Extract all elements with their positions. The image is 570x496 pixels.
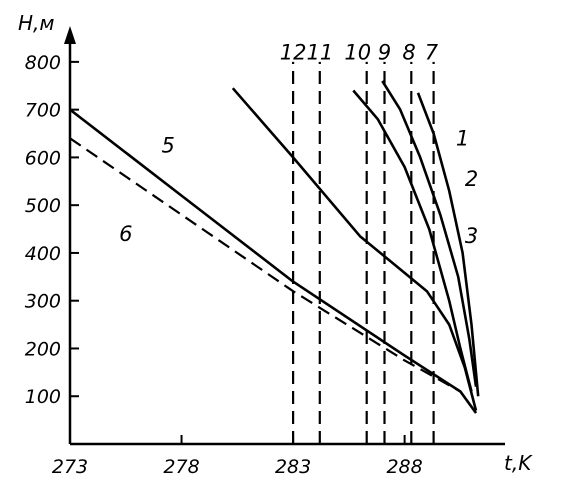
- curve-label: 1: [456, 126, 469, 150]
- series-4-line: [231, 87, 478, 411]
- curve-label: 6: [119, 222, 132, 246]
- y-tick-label: 200: [25, 338, 61, 360]
- curve-label: 9: [378, 40, 391, 64]
- curve-label: 5: [161, 133, 174, 157]
- y-tick-label: 300: [25, 291, 61, 313]
- curve-label: 12: [280, 40, 307, 64]
- curves-layer: [69, 61, 480, 444]
- x-tick-label: 283: [275, 456, 311, 478]
- curve-label: 7: [425, 40, 439, 64]
- series-6-line: [69, 137, 477, 414]
- y-axis-title: H,м: [18, 11, 54, 35]
- x-tick-label: 288: [386, 456, 422, 478]
- curve-label: 3: [465, 224, 478, 248]
- y-tick-label: 400: [25, 243, 61, 265]
- y-tick-label: 700: [25, 100, 61, 122]
- x-axis-title: t,K: [504, 451, 533, 475]
- x-tick-label: 278: [163, 456, 199, 478]
- series-1-line: [416, 92, 480, 397]
- ticks-layer: 273 278 283 288 100 200 300 400 500 600 700 800: [25, 52, 423, 478]
- series-2-line: [381, 80, 478, 387]
- curve-label: 2: [465, 167, 478, 191]
- y-tick-label: 800: [25, 52, 61, 74]
- curve-label: 11: [306, 40, 333, 64]
- y-tick-label: 500: [25, 195, 61, 217]
- series-3-line: [352, 89, 473, 392]
- curve-label: 8: [402, 40, 415, 64]
- y-axis-arrow: [64, 26, 76, 44]
- y-tick-label: 100: [25, 386, 61, 408]
- y-tick-label: 600: [25, 147, 61, 169]
- curve-label: 10: [344, 40, 371, 64]
- series-5-line: [69, 108, 478, 414]
- x-tick-label: 273: [52, 456, 88, 478]
- axes-layer: [64, 26, 505, 446]
